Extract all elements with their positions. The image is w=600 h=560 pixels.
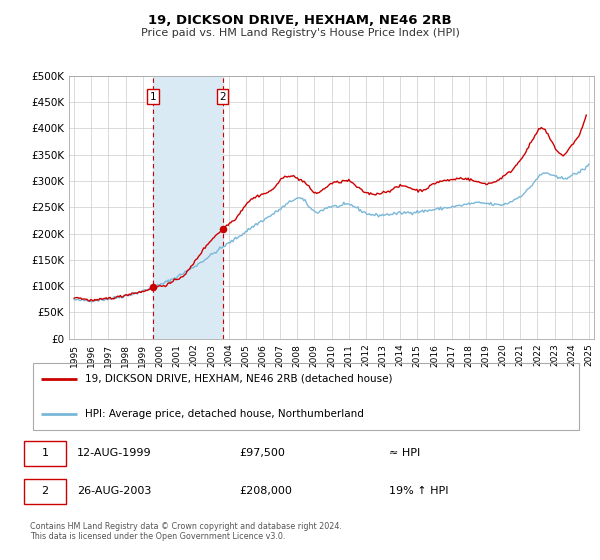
Text: HPI: Average price, detached house, Northumberland: HPI: Average price, detached house, Nort…: [85, 409, 364, 419]
Bar: [154, 76, 223, 339]
Text: Contains HM Land Registry data © Crown copyright and database right 2024.
This d: Contains HM Land Registry data © Crown c…: [30, 522, 342, 542]
Point: [218, 225, 227, 234]
Text: 2: 2: [41, 487, 49, 497]
Text: 19, DICKSON DRIVE, HEXHAM, NE46 2RB: 19, DICKSON DRIVE, HEXHAM, NE46 2RB: [148, 14, 452, 27]
Text: 26-AUG-2003: 26-AUG-2003: [77, 487, 151, 497]
Point: [149, 283, 158, 292]
Text: 1: 1: [41, 449, 49, 458]
Text: 19, DICKSON DRIVE, HEXHAM, NE46 2RB (detached house): 19, DICKSON DRIVE, HEXHAM, NE46 2RB (det…: [85, 374, 392, 384]
Text: £97,500: £97,500: [240, 449, 286, 458]
Text: 12-AUG-1999: 12-AUG-1999: [77, 449, 152, 458]
Text: ≈ HPI: ≈ HPI: [389, 449, 420, 458]
Text: Price paid vs. HM Land Registry's House Price Index (HPI): Price paid vs. HM Land Registry's House …: [140, 28, 460, 38]
Text: 19% ↑ HPI: 19% ↑ HPI: [389, 487, 448, 497]
Text: £208,000: £208,000: [240, 487, 293, 497]
Text: 2: 2: [219, 92, 226, 102]
Text: 1: 1: [150, 92, 157, 102]
